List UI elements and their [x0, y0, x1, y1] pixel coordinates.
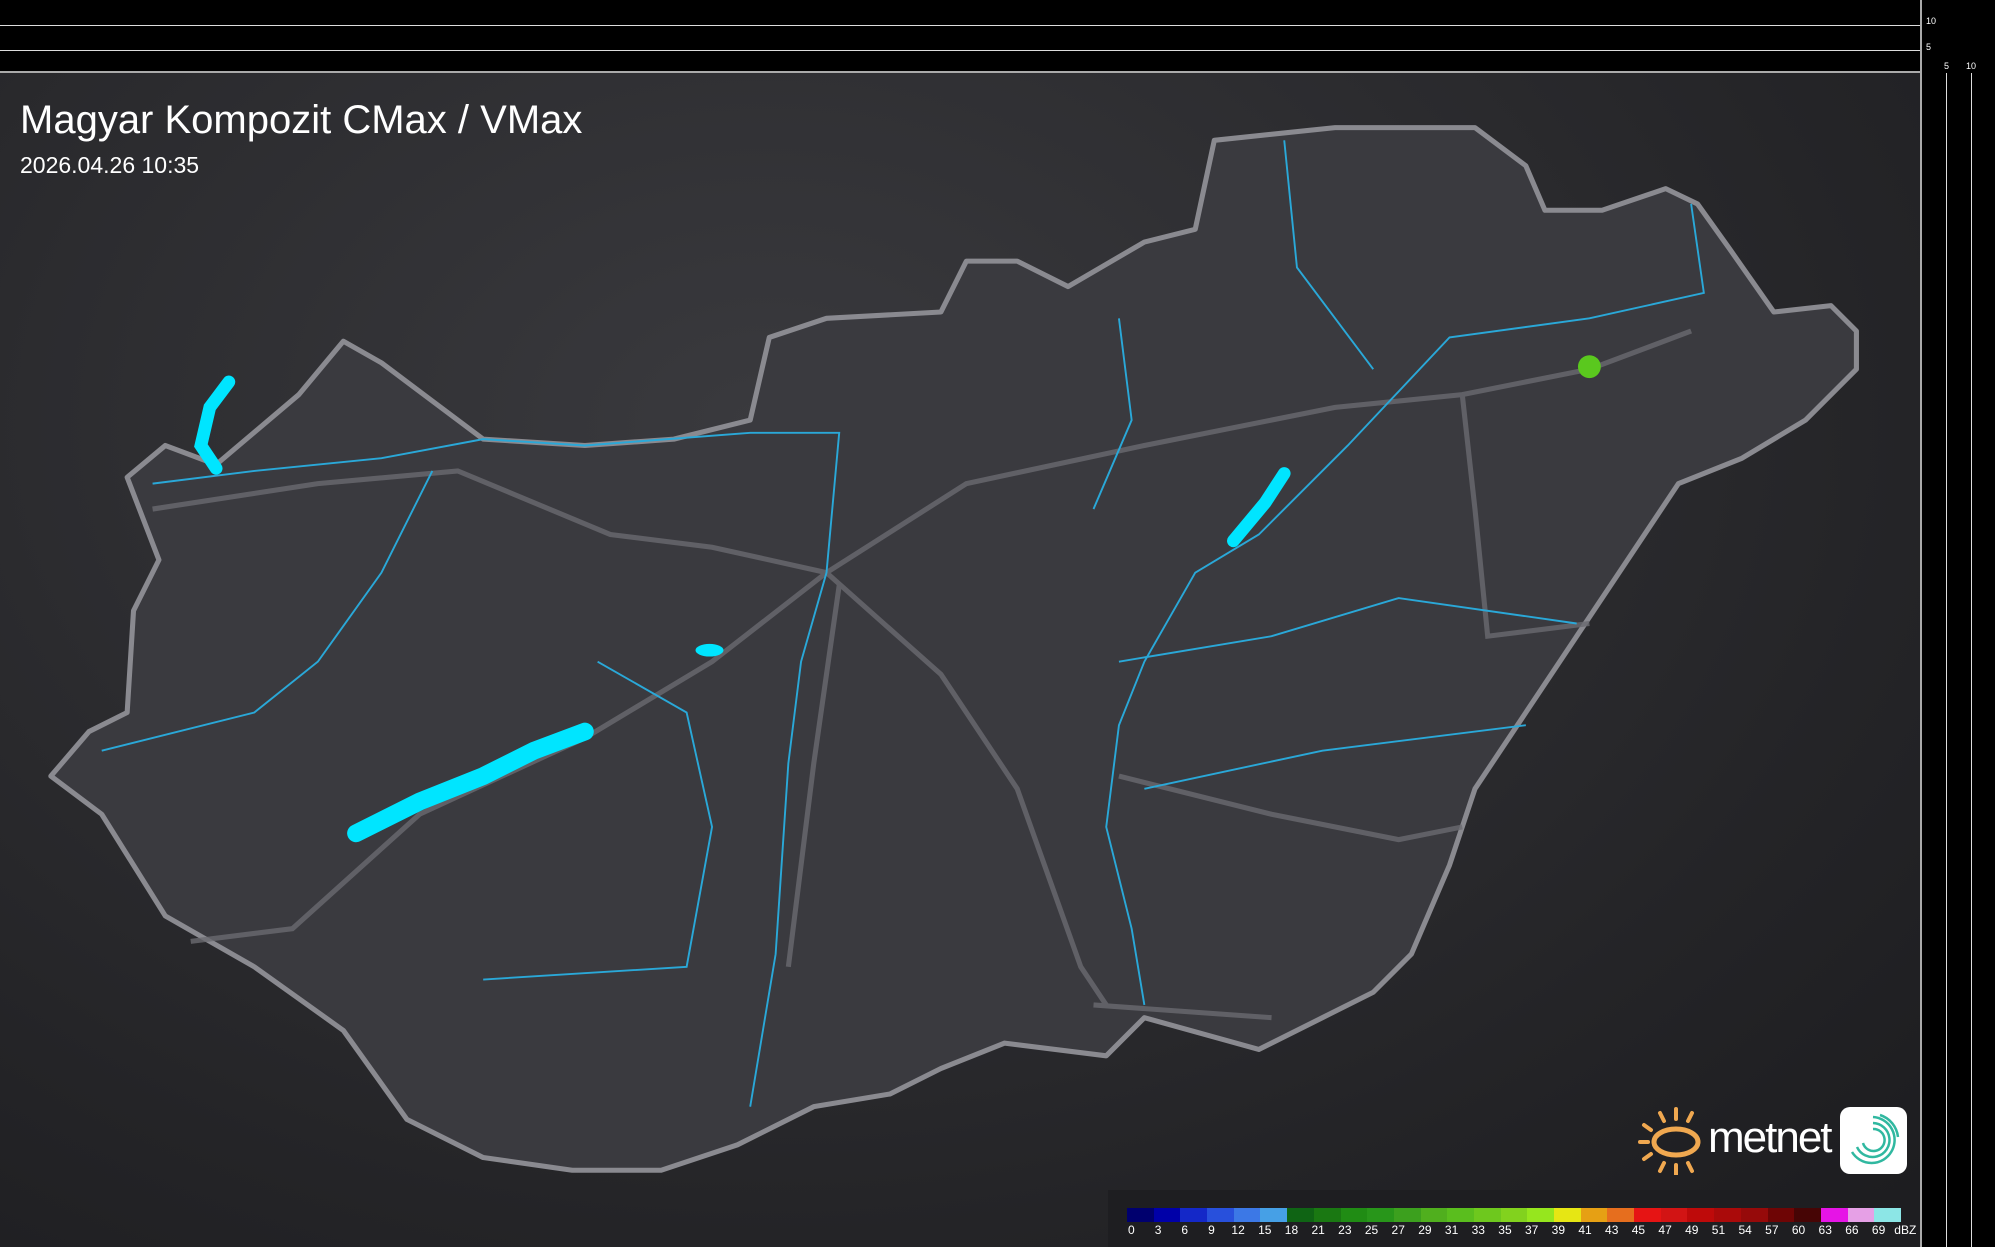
scale-label: 35	[1498, 1223, 1512, 1237]
scale-label: 31	[1444, 1223, 1459, 1237]
rivers	[101, 140, 1705, 1107]
scale-label: 41	[1578, 1223, 1592, 1237]
radar-map[interactable]: Magyar Kompozit CMax / VMax 2026.04.26 1…	[0, 73, 1920, 1247]
color-swatch	[1127, 1208, 1154, 1222]
map-title: Magyar Kompozit CMax / VMax	[20, 98, 583, 142]
scale-line-10	[1971, 73, 1972, 1247]
scale-line-5	[1946, 73, 1947, 1247]
hungary-outline	[48, 125, 1859, 1173]
scale-label: 6	[1181, 1223, 1189, 1237]
scale-tick: 10	[1966, 61, 1977, 71]
scale-label: 12	[1231, 1223, 1245, 1237]
color-swatch	[1607, 1208, 1635, 1222]
scale-label: 43	[1605, 1223, 1619, 1237]
scale-label: 63	[1818, 1223, 1832, 1237]
metnet-logo[interactable]: metnet	[1638, 1105, 1910, 1175]
scale-label: 69	[1871, 1223, 1886, 1237]
color-swatch	[1313, 1208, 1341, 1222]
scale-label: 37	[1524, 1223, 1539, 1237]
color-swatch	[1820, 1208, 1848, 1222]
scale-tick: 10	[1926, 16, 1937, 26]
scale-label: 57	[1765, 1223, 1779, 1237]
color-swatch	[1420, 1208, 1448, 1222]
color-swatch	[1527, 1208, 1554, 1222]
color-swatch	[1260, 1208, 1288, 1222]
color-swatch	[1847, 1208, 1875, 1222]
swirl-icon	[1850, 1113, 1900, 1165]
color-swatch	[1367, 1208, 1394, 1222]
color-swatch	[1714, 1208, 1741, 1222]
scale-label: 47	[1658, 1223, 1672, 1237]
scale-label: 29	[1418, 1223, 1432, 1237]
scale-label: 21	[1311, 1223, 1325, 1237]
color-swatch	[1473, 1208, 1501, 1222]
top-scale-strip	[0, 0, 1922, 73]
right-scale-strip: 10 5 5 10	[1920, 0, 1995, 1247]
scale-label: 54	[1738, 1223, 1752, 1237]
scale-label: 9	[1208, 1223, 1215, 1237]
scale-label: 3	[1154, 1223, 1162, 1237]
color-swatch	[1340, 1208, 1368, 1222]
scale-label: 25	[1364, 1223, 1379, 1237]
color-swatch	[1767, 1208, 1795, 1222]
scale-line-10	[0, 25, 1920, 26]
unit-label: dBZ	[1894, 1223, 1917, 1237]
tisza	[1105, 203, 1705, 1006]
scale-label: 18	[1284, 1223, 1299, 1237]
color-swatch	[1447, 1208, 1474, 1222]
color-swatch	[1180, 1208, 1208, 1222]
map-datetime: 2026.04.26 10:35	[20, 152, 200, 178]
color-swatch	[1393, 1208, 1421, 1222]
app-icon	[1840, 1107, 1907, 1174]
hungary-map	[48, 125, 1859, 1173]
scale-label: 39	[1551, 1223, 1566, 1237]
color-swatch	[1740, 1208, 1768, 1222]
lakes	[194, 375, 1291, 843]
scale-label: 45	[1631, 1223, 1646, 1237]
scale-label: 15	[1258, 1223, 1272, 1237]
lake-balaton	[347, 722, 594, 843]
color-swatch	[1794, 1208, 1821, 1222]
scale-label: 51	[1711, 1223, 1726, 1237]
scale-label: 60	[1791, 1223, 1806, 1237]
color-swatch	[1287, 1208, 1314, 1222]
color-scale-labels: 0 3 6 9 12 15 18 21 23 25 27 29 31 33 35 37 39 41 43 45 47 49…	[1118, 1223, 1919, 1237]
scale-label: 23	[1338, 1223, 1352, 1237]
scale-label: 33	[1471, 1223, 1485, 1237]
color-swatch	[1580, 1208, 1608, 1222]
scale-label: 27	[1391, 1223, 1405, 1237]
color-swatch	[1687, 1208, 1715, 1222]
radar-echo	[1577, 355, 1601, 379]
danube	[152, 431, 841, 1107]
scale-tick: 5	[1944, 61, 1950, 71]
scale-line-5	[0, 50, 1920, 51]
color-swatch	[1634, 1208, 1661, 1222]
color-swatch	[1233, 1208, 1261, 1222]
color-swatch	[1660, 1208, 1688, 1222]
color-swatch	[1500, 1208, 1528, 1222]
scale-label: 66	[1845, 1223, 1859, 1237]
color-scale-bar	[1127, 1208, 1901, 1222]
color-swatch	[1207, 1208, 1234, 1222]
color-swatch	[1874, 1208, 1901, 1222]
lake-velence	[695, 643, 724, 657]
scale-label: 0	[1128, 1223, 1135, 1237]
scale-label: 49	[1685, 1223, 1699, 1237]
scale-tick: 5	[1926, 42, 1932, 52]
color-swatch	[1554, 1208, 1581, 1222]
sun-icon	[1638, 1107, 1701, 1175]
lake-neusiedl	[194, 375, 236, 475]
metnet-wordmark: metnet	[1708, 1113, 1833, 1162]
color-swatch	[1153, 1208, 1181, 1222]
lake-tisza	[1227, 467, 1291, 548]
dbz-legend: 0 3 6 9 12 15 18 21 23 25 27 29 31 33 35 37 39 41 43 45 47 49…	[1108, 1190, 1920, 1247]
